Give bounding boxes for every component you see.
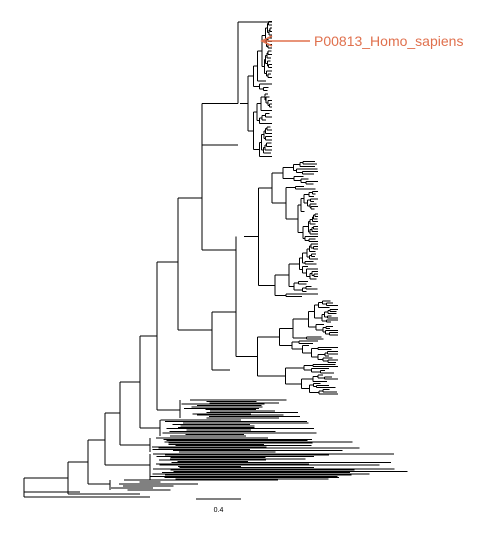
highlight-annotation: P00813_Homo_sapiens xyxy=(260,33,463,49)
scale-bar-label: 0.4 xyxy=(214,507,224,514)
highlight-arrow-head xyxy=(260,35,273,47)
highlight-taxon-label: P00813_Homo_sapiens xyxy=(314,33,463,49)
scale-bar: 0.4 xyxy=(196,498,241,514)
tree-branches xyxy=(23,21,408,498)
